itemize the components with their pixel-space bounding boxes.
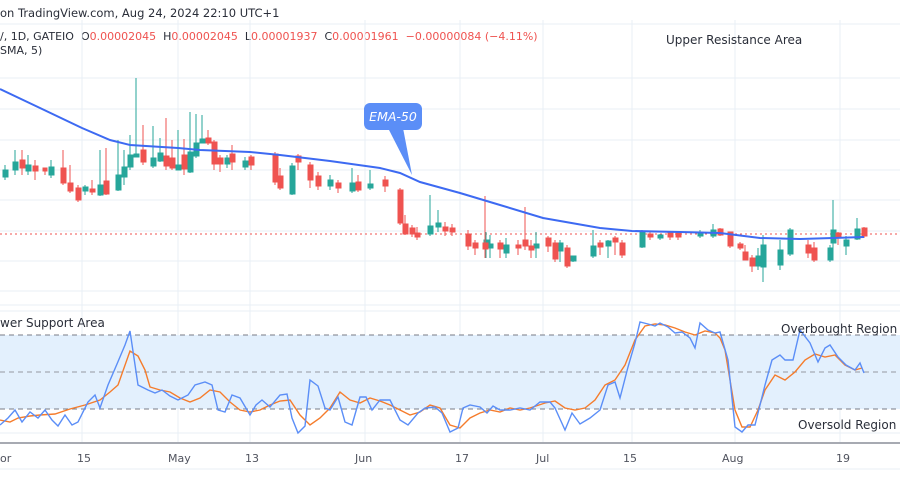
chart-source-line: on TradingView.com, Aug 24, 2024 22:10 U… xyxy=(0,6,280,20)
x-tick: 15 xyxy=(623,452,637,465)
x-tick: 15 xyxy=(77,452,91,465)
stoch-k-line xyxy=(0,321,865,435)
overbought-label: Overbought Region xyxy=(781,322,898,336)
open-value: 0.00002045 xyxy=(89,30,157,43)
x-tick: or xyxy=(0,452,12,465)
low-value: 0.00001937 xyxy=(251,30,318,43)
x-tick: 13 xyxy=(245,452,259,465)
indicator-label: SMA, 5) xyxy=(0,44,43,57)
ema-callout-pointer xyxy=(388,128,412,175)
x-tick: Aug xyxy=(722,452,744,465)
upper-resistance-label: Upper Resistance Area xyxy=(666,33,803,47)
x-tick: Jun xyxy=(355,452,373,465)
ema-50-line xyxy=(0,88,865,241)
symbol-label: /, 1D, GATEIO xyxy=(0,30,74,43)
x-tick: 19 xyxy=(836,452,850,465)
x-tick: 17 xyxy=(455,452,469,465)
x-tick: Jul xyxy=(536,452,550,465)
change-value: −0.00000084 (−4.11%) xyxy=(405,30,538,43)
ema-50-callout: EMA-50 xyxy=(364,103,422,130)
high-value: 0.00002045 xyxy=(171,30,238,43)
lower-support-label: wer Support Area xyxy=(0,316,105,330)
oversold-label: Oversold Region xyxy=(798,418,897,432)
x-tick: May xyxy=(168,452,191,465)
